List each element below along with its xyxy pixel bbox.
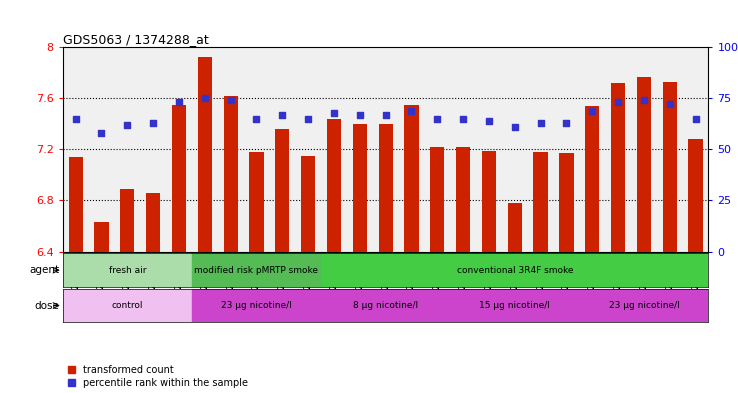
Bar: [192, 289, 321, 322]
Text: fresh air: fresh air: [108, 266, 146, 275]
Text: control: control: [111, 301, 143, 310]
Point: [380, 112, 392, 118]
Bar: [120, 189, 134, 252]
Point: [509, 124, 521, 130]
Bar: [224, 96, 238, 252]
Bar: [430, 147, 444, 252]
Text: GDS5063 / 1374288_at: GDS5063 / 1374288_at: [63, 33, 208, 46]
Point: [613, 99, 624, 105]
Bar: [689, 139, 703, 252]
Point: [561, 119, 573, 126]
Legend: transformed count, percentile rank within the sample: transformed count, percentile rank withi…: [68, 365, 248, 388]
Bar: [379, 124, 393, 252]
Point: [121, 122, 134, 128]
Point: [406, 107, 418, 114]
Bar: [559, 153, 573, 252]
Bar: [321, 253, 708, 287]
Text: agent: agent: [29, 265, 59, 275]
Point: [225, 97, 237, 103]
Point: [173, 99, 185, 105]
Bar: [663, 82, 677, 252]
Bar: [146, 193, 160, 252]
Point: [483, 118, 495, 124]
Text: conventional 3R4F smoke: conventional 3R4F smoke: [457, 266, 573, 275]
Bar: [637, 77, 651, 252]
Bar: [579, 289, 708, 322]
Bar: [321, 289, 450, 322]
Bar: [275, 129, 289, 252]
Point: [303, 116, 314, 122]
Point: [638, 97, 649, 103]
Bar: [249, 152, 263, 252]
Bar: [508, 203, 522, 252]
Text: 23 µg nicotine/l: 23 µg nicotine/l: [609, 301, 679, 310]
Text: modified risk pMRTP smoke: modified risk pMRTP smoke: [194, 266, 319, 275]
Bar: [585, 106, 599, 252]
Point: [69, 116, 82, 122]
Bar: [63, 253, 192, 287]
Point: [96, 130, 108, 136]
Point: [458, 116, 469, 122]
Point: [690, 116, 702, 122]
Bar: [327, 119, 341, 252]
Bar: [482, 151, 496, 252]
Bar: [192, 253, 321, 287]
Bar: [198, 57, 212, 252]
Text: 8 µg nicotine/l: 8 µg nicotine/l: [353, 301, 418, 310]
Point: [586, 107, 598, 114]
Point: [199, 95, 211, 101]
Bar: [69, 157, 83, 252]
Text: 15 µg nicotine/l: 15 µg nicotine/l: [479, 301, 551, 310]
Bar: [94, 222, 108, 252]
Bar: [456, 147, 470, 252]
Point: [328, 109, 340, 116]
Point: [251, 116, 263, 122]
Point: [276, 112, 288, 118]
Point: [534, 119, 546, 126]
Point: [664, 101, 676, 108]
Bar: [353, 124, 367, 252]
Bar: [301, 156, 315, 252]
Bar: [63, 289, 192, 322]
Bar: [450, 289, 579, 322]
Point: [431, 116, 443, 122]
Text: 23 µg nicotine/l: 23 µg nicotine/l: [221, 301, 292, 310]
Bar: [611, 83, 625, 252]
Bar: [534, 152, 548, 252]
Bar: [404, 105, 418, 252]
Point: [354, 112, 366, 118]
Point: [148, 119, 159, 126]
Bar: [172, 105, 186, 252]
Text: dose: dose: [34, 301, 59, 310]
